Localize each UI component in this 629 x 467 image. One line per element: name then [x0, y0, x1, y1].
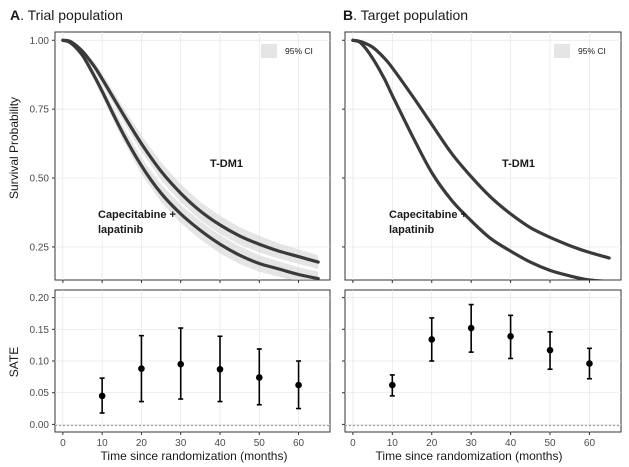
y-tick-label: 0.50: [30, 174, 50, 185]
x-tick-label: 50: [254, 438, 266, 449]
x-tick-label: 10: [387, 438, 399, 449]
y-tick-label: 0.20: [30, 293, 50, 304]
sate-plot-area-b: [345, 303, 621, 427]
sate-y-axis-title: SATE: [7, 347, 21, 377]
y-tick-label: 0.15: [30, 325, 50, 336]
cap-label-a-line2: lapatinib: [98, 224, 144, 236]
sate-point: [428, 336, 436, 343]
sate-panel-b: 0 10 20 30 40 50 60: [342, 289, 622, 449]
survival-y-axis-title: Survival Probability: [7, 97, 21, 199]
legend-label-b: 95% CI: [578, 46, 606, 56]
capecitabine-lapatinib-curve-b: [351, 38, 610, 280]
x-tick-label: 60: [584, 438, 596, 449]
panel-title-text-b: . Target population: [353, 7, 468, 23]
sate-point: [98, 392, 106, 400]
tdm1-label-a: T-DM1: [210, 158, 243, 170]
x-tick-label: 40: [505, 438, 517, 449]
sate-point: [216, 365, 224, 373]
legend-label-a: 95% CI: [285, 46, 313, 56]
sate-point: [467, 324, 475, 332]
x-axis-title-b: Time since randomization (months): [376, 449, 563, 463]
sate-point: [507, 332, 514, 340]
cap-label-a-line1: Capecitabine +: [98, 209, 176, 221]
y-tick-label: 0.00: [30, 420, 50, 431]
sate-point: [138, 365, 145, 372]
panel-letter-a: A: [10, 7, 20, 23]
survival-plot-area-b: [351, 38, 611, 280]
sate-panel-a: 0 10 20 30 40 50 60 0.00 0.05 0.10 0.15 0.20: [30, 289, 331, 449]
sate-point: [295, 381, 302, 389]
survival-panel-background-b: [344, 31, 622, 281]
x-tick-label: 30: [175, 438, 187, 449]
y-tick-label: 0.05: [30, 388, 50, 399]
panel-letter-b: B: [343, 7, 353, 23]
x-tick-label: 50: [544, 438, 556, 449]
tdm1-curve-a: [61, 38, 320, 264]
x-tick-label: 20: [426, 438, 438, 449]
capecitabine-lapatinib-curve-a: [61, 38, 320, 280]
y-tick-label: 0.10: [30, 357, 50, 368]
y-tick-label: 0.25: [30, 242, 50, 253]
x-tick-label: 10: [97, 438, 109, 449]
x-tick-label: 30: [466, 438, 478, 449]
sate-plot-area-a: [55, 327, 330, 427]
survival-plot-area-a: [61, 38, 320, 280]
cap-label-b-line1: Capecitabine +: [389, 209, 467, 221]
sate-point: [546, 346, 554, 354]
y-tick-label: 0.75: [30, 105, 50, 116]
tdm1-label-b: T-DM1: [502, 158, 535, 170]
tdm1-curve-b: [351, 38, 611, 260]
y-tick-label: 1.00: [30, 36, 50, 47]
survival-panel-a: 0.25 0.50 0.75 1.00: [30, 31, 331, 283]
sate-point: [389, 381, 396, 389]
x-tick-label: 40: [214, 438, 226, 449]
x-tick-label: 60: [293, 438, 305, 449]
x-tick-label: 20: [136, 438, 148, 449]
panel-title-a: A. Trial population: [10, 7, 123, 23]
sate-point: [177, 360, 185, 368]
panel-title-text-a: . Trial population: [20, 7, 123, 23]
sate-point: [586, 360, 593, 367]
legend-key-a: [261, 44, 277, 58]
sate-point: [255, 374, 263, 381]
x-tick-label: 0: [60, 438, 66, 449]
x-tick-label: 0: [350, 438, 356, 449]
survival-panel-b: [342, 31, 622, 283]
x-axis-title-a: Time since randomization (months): [101, 449, 288, 463]
cap-label-b-line2: lapatinib: [389, 224, 435, 236]
panel-title-b: B. Target population: [343, 7, 468, 23]
legend-key-b: [554, 44, 570, 58]
